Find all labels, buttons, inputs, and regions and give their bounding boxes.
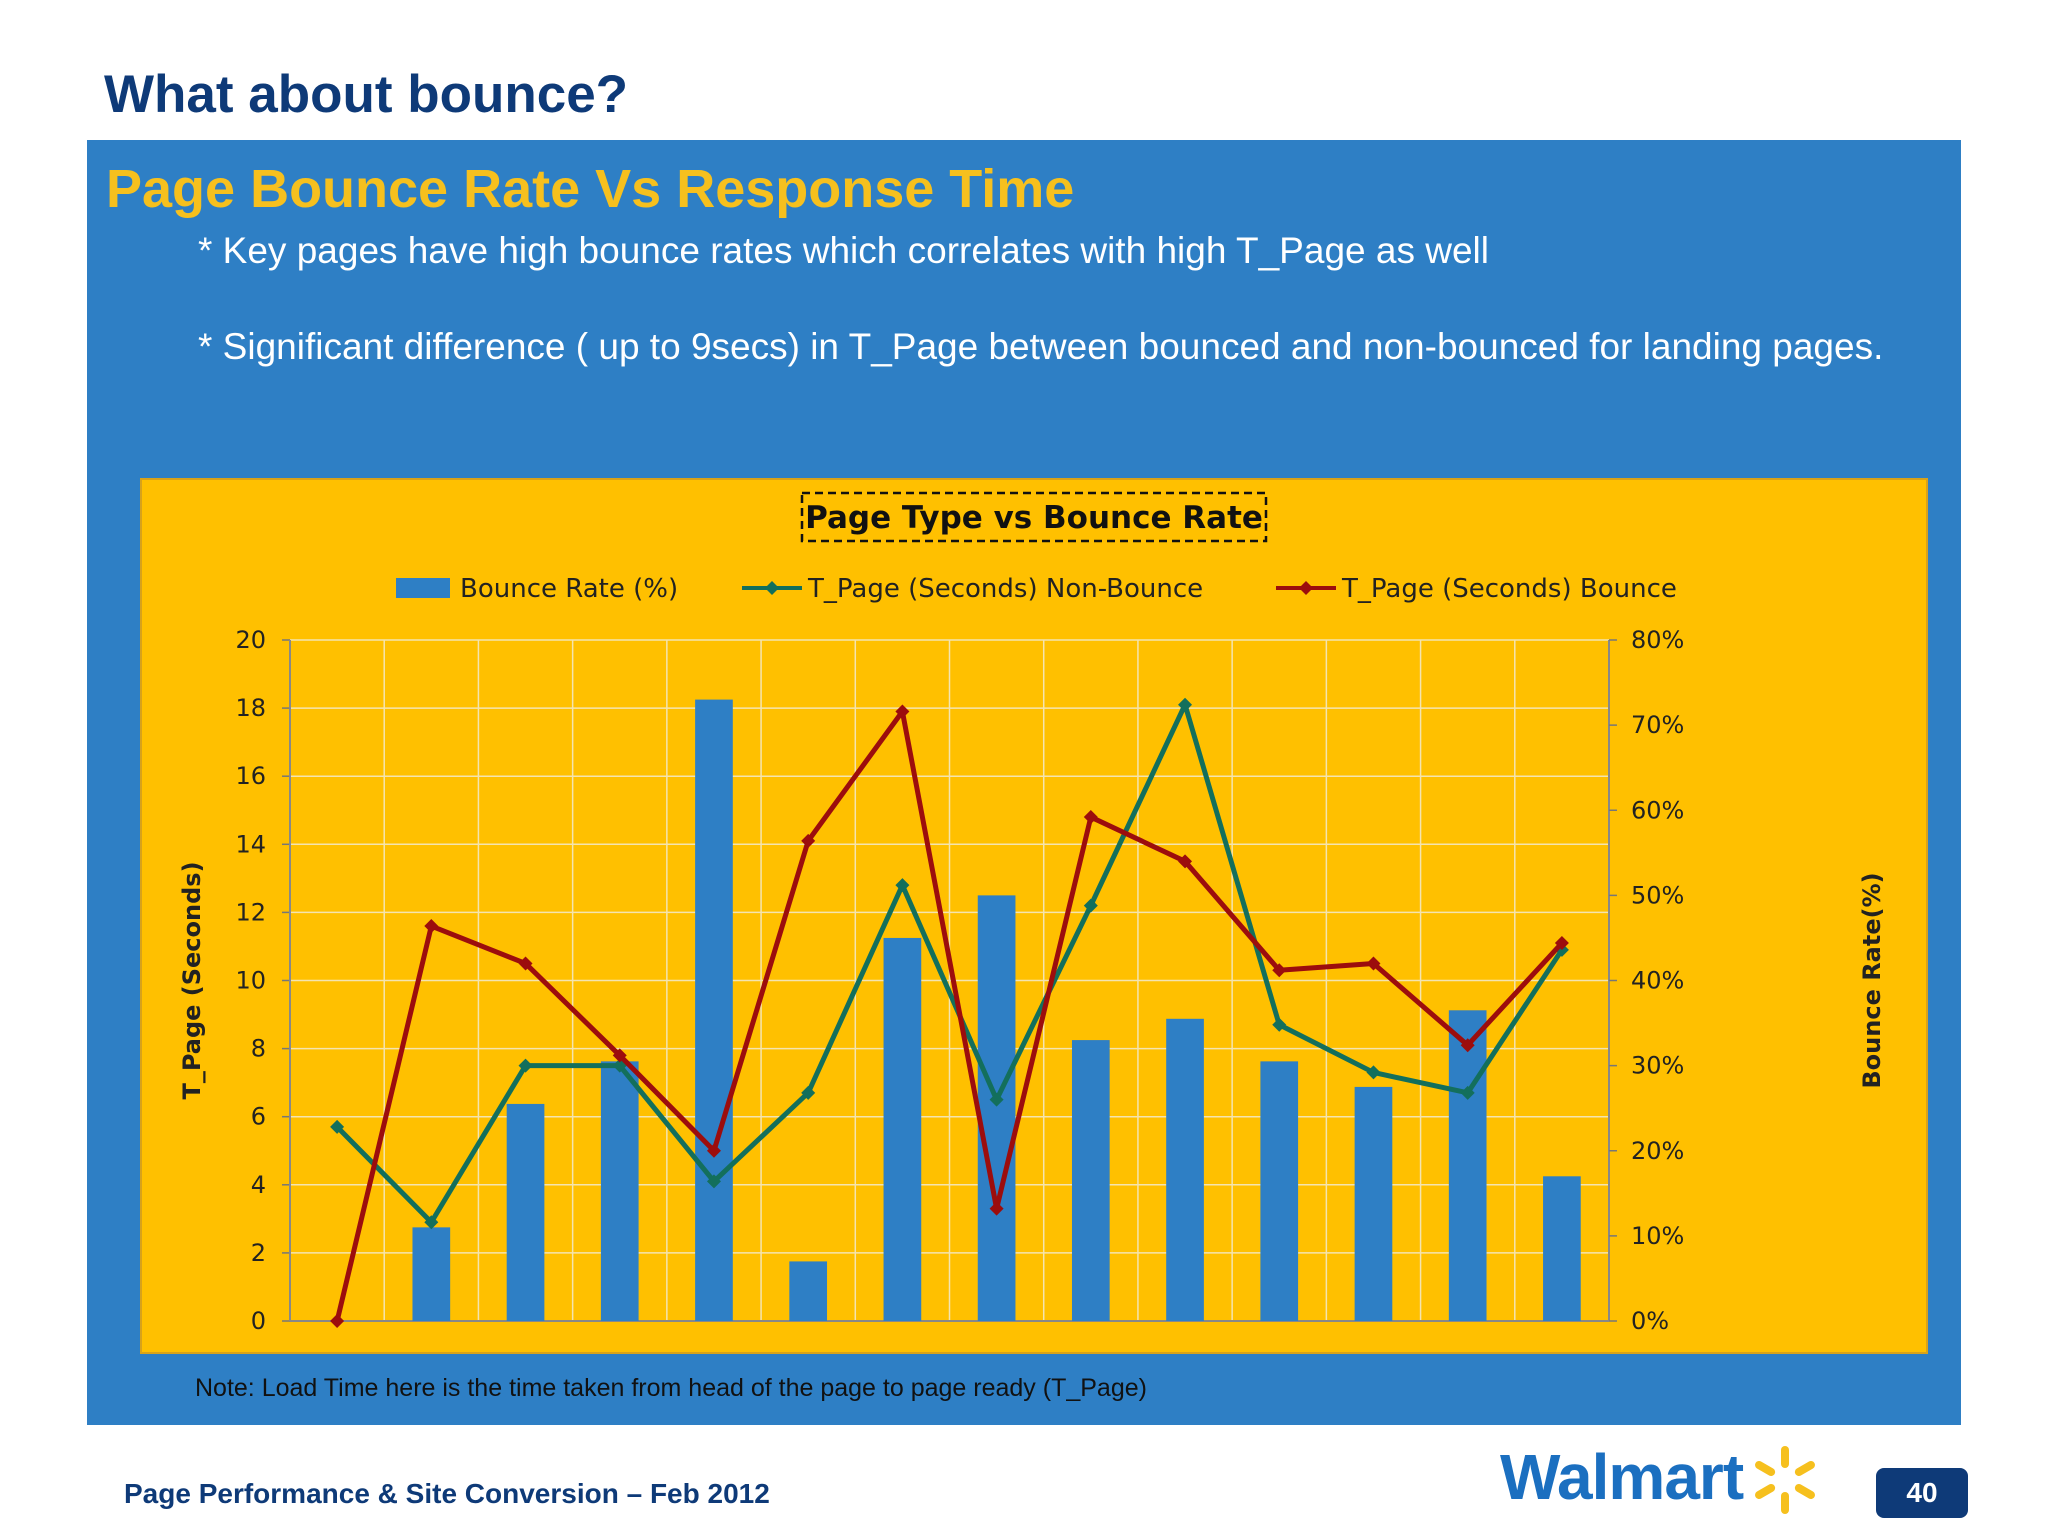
tick-label-left: 4 — [251, 1171, 266, 1199]
tick-label-right: 40% — [1631, 967, 1684, 995]
non-bounce-point — [1460, 1085, 1475, 1100]
bounce-point — [1083, 810, 1098, 825]
tick-label-left: 0 — [251, 1307, 266, 1335]
non-bounce-point — [1366, 1065, 1381, 1080]
non-bounce-point — [330, 1119, 345, 1134]
chart-container: Page Type vs Bounce Rate 0 2 4 6 8 10 12 14 16 18 2… — [140, 478, 1928, 1354]
bounce-point — [612, 1048, 627, 1063]
bounce-point — [1366, 956, 1381, 971]
bar-bounce-rate — [506, 1103, 545, 1321]
legend-label: T_Page (Seconds) Bounce — [1341, 574, 1677, 604]
legend-marker-bounce — [1299, 581, 1313, 595]
chart-title-border — [800, 491, 1268, 543]
non-bounce-point — [1272, 1017, 1287, 1032]
tick-label-left: 2 — [251, 1239, 266, 1267]
non-bounce-point — [1083, 898, 1098, 913]
tick-label-left: 16 — [235, 762, 266, 790]
bar-bounce-rate — [789, 1261, 828, 1321]
tick-label-left: 18 — [235, 694, 266, 722]
tick-label-right: 30% — [1631, 1052, 1684, 1080]
walmart-logo: Walmart — [1500, 1440, 1840, 1520]
tick-label-right: 70% — [1631, 711, 1684, 739]
footer-text: Page Performance & Site Conversion – Feb… — [124, 1478, 770, 1509]
panel-title: Page Bounce Rate Vs Response Time — [106, 159, 1075, 219]
bounce-point — [1460, 1038, 1475, 1053]
y-axis-label-left: T_Page (Seconds) — [178, 861, 206, 1099]
chart-title: Page Type vs Bounce Rate — [805, 500, 1263, 536]
bullet-2: * Significant difference ( up to 9secs) … — [198, 326, 1884, 367]
tick-label-right: 0% — [1631, 1307, 1669, 1335]
bounce-point — [895, 704, 910, 719]
bounce-point — [989, 1201, 1004, 1216]
non-bounce-line — [335, 702, 1564, 1225]
tick-label-right: 10% — [1631, 1222, 1684, 1250]
tick-label-left: 8 — [251, 1035, 266, 1063]
bar-bounce-rate — [1543, 1176, 1581, 1321]
chart-svg: Page Type vs Bounce Rate 0 2 4 6 8 10 12 14 16 18 2… — [178, 491, 1886, 1335]
bar-bounce-rate — [695, 699, 733, 1321]
bar-bounce-rate — [1166, 1018, 1204, 1321]
bounce-point — [1178, 854, 1193, 869]
bullet-1: * Key pages have high bounce rates which… — [198, 230, 1489, 271]
tick-label-left: 12 — [235, 898, 266, 926]
bar-bounce-rate — [600, 1061, 639, 1321]
bounce-point — [801, 833, 816, 848]
tick-label-right: 50% — [1631, 881, 1684, 909]
non-bounce-point — [1178, 697, 1193, 712]
bounce-point — [706, 1143, 721, 1158]
tick-label-left: 6 — [251, 1103, 266, 1131]
tick-label-left: 10 — [235, 967, 266, 995]
bar-bounce-rate — [977, 895, 1016, 1321]
non-bounce-point — [706, 1174, 721, 1189]
bounce-point — [1272, 963, 1287, 978]
bounce-line — [334, 709, 1564, 1322]
slide-title: What about bounce? — [104, 65, 629, 124]
non-bounce-point — [989, 1092, 1004, 1107]
tick-label-right: 80% — [1631, 626, 1684, 654]
legend-label: Bounce Rate (%) — [460, 574, 678, 604]
tick-label-right: 60% — [1631, 796, 1684, 824]
legend-swatch-bar — [396, 578, 450, 598]
bar-bounce-rate — [412, 1227, 451, 1321]
tick-label-right: 20% — [1631, 1137, 1684, 1165]
non-bounce-point — [801, 1085, 816, 1100]
y-axis-label-right: Bounce Rate(%) — [1858, 872, 1886, 1088]
page-number: 40 — [1876, 1468, 1968, 1518]
bar-bounce-rate — [1260, 1061, 1299, 1321]
footnote: Note: Load Time here is the time taken f… — [195, 1374, 1147, 1402]
tick-label-left: 20 — [235, 626, 266, 654]
bounce-point — [424, 919, 439, 934]
non-bounce-point — [518, 1058, 533, 1073]
non-bounce-point — [424, 1215, 439, 1230]
bar-bounce-rate — [883, 937, 922, 1321]
bar-bounce-rate — [1071, 1040, 1110, 1321]
legend-label: T_Page (Seconds) Non-Bounce — [807, 574, 1203, 604]
tick-label-left: 14 — [235, 830, 266, 858]
content-panel: Page Bounce Rate Vs Response Time * Key … — [87, 140, 1961, 1425]
bounce-point — [518, 956, 533, 971]
bounce-point — [330, 1314, 345, 1328]
logo-text: Walmart — [1500, 1441, 1744, 1513]
non-bounce-point — [895, 878, 910, 893]
bar-bounce-rate — [1448, 1010, 1487, 1321]
bar-bounce-rate — [1354, 1086, 1393, 1321]
spark-icon — [1755, 1446, 1815, 1514]
legend-marker-non-bounce — [765, 581, 779, 595]
bounce-point — [1554, 936, 1569, 951]
